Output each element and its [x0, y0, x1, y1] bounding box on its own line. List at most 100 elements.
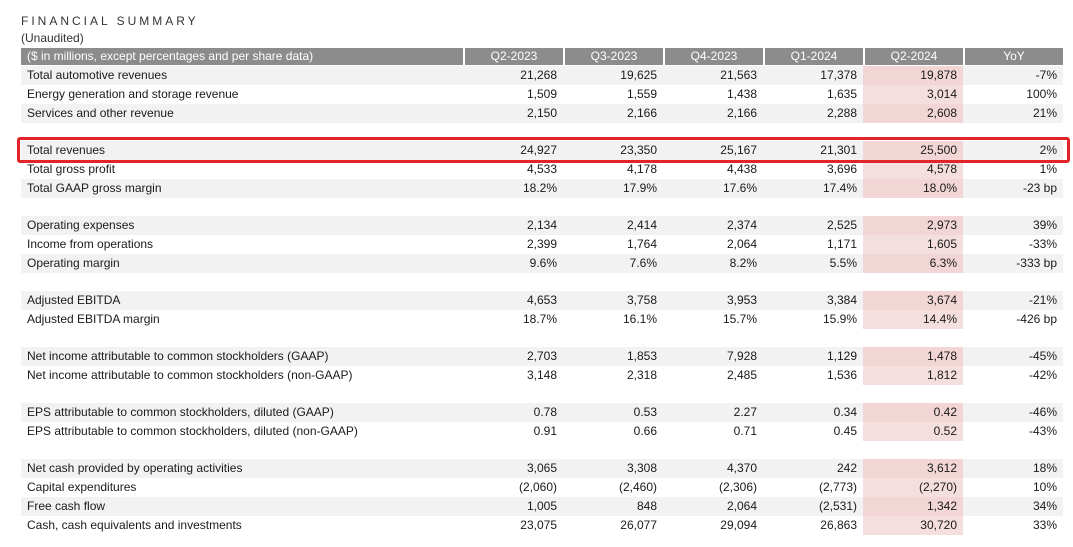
cell-q3-2023: 1,764	[626, 237, 657, 251]
table-row: Operating expenses 2,134 2,414 2,374 2,525 2,…	[21, 216, 1063, 235]
cell-q3-2023: 0.66	[633, 424, 657, 438]
table-row: Total automotive revenues 21,268 19,625 21,…	[21, 66, 1063, 85]
cell-yoy: 18%	[1032, 461, 1057, 475]
cell-q2-2024: 0.42	[863, 403, 963, 422]
cell-yoy: 21%	[1032, 106, 1057, 120]
cell-q2-2023: 1,509	[526, 87, 557, 101]
header-q2-2023: Q2-2023	[463, 48, 563, 65]
cell-yoy: 2%	[1039, 143, 1057, 157]
cell-yoy: -46%	[1028, 405, 1057, 419]
cell-yoy: -333 bp	[1016, 256, 1057, 270]
cell-q2-2023: 2,134	[526, 218, 557, 232]
cell-q2-2024: 1,605	[863, 235, 963, 254]
cell-q4-2023: 2,485	[726, 368, 757, 382]
cell-q1-2024: 0.45	[833, 424, 857, 438]
table-row: Income from operations 2,399 1,764 2,064 1,1…	[21, 235, 1063, 254]
row-label: Free cash flow	[27, 499, 106, 513]
table-header: ($ in millions, except percentages and p…	[21, 48, 1063, 65]
table-row: EPS attributable to common stockholders,…	[21, 403, 1063, 422]
cell-q4-2023: 2,166	[726, 106, 757, 120]
cell-q1-2024: 242	[836, 461, 857, 475]
cell-q2-2023: 4,533	[526, 162, 557, 176]
cell-yoy: -23 bp	[1022, 181, 1057, 195]
cell-q1-2024: 1,536	[826, 368, 857, 382]
cell-yoy: 34%	[1032, 499, 1057, 513]
cell-q4-2023: 8.2%	[729, 256, 757, 270]
cell-yoy: 33%	[1032, 518, 1057, 532]
cell-q2-2024: 1,342	[863, 497, 963, 516]
cell-q1-2024: (2,531)	[818, 499, 857, 513]
cell-q3-2023: 1,559	[626, 87, 657, 101]
cell-yoy: -33%	[1028, 237, 1057, 251]
cell-q2-2024: 6.3%	[863, 254, 963, 273]
cell-q4-2023: 4,370	[726, 461, 757, 475]
cell-q4-2023: 3,953	[726, 293, 757, 307]
cell-q1-2024: 3,384	[826, 293, 857, 307]
cell-q1-2024: 2,288	[826, 106, 857, 120]
title: FINANCIAL SUMMARY	[21, 14, 199, 28]
cell-q2-2023: (2,060)	[518, 480, 557, 494]
cell-q1-2024: 3,696	[826, 162, 857, 176]
cell-yoy: -45%	[1028, 349, 1057, 363]
cell-q3-2023: 2,166	[626, 106, 657, 120]
cell-q2-2023: 3,148	[526, 368, 557, 382]
cell-q2-2024: 1,478	[863, 347, 963, 366]
row-label: Operating expenses	[27, 218, 135, 232]
cell-yoy: 100%	[1026, 87, 1057, 101]
cell-q1-2024: 21,301	[820, 143, 857, 157]
cell-q4-2023: 7,928	[726, 349, 757, 363]
cell-q4-2023: 2,064	[726, 499, 757, 513]
table-row: Energy generation and storage revenue 1,5…	[21, 85, 1063, 104]
cell-q2-2023: 2,703	[526, 349, 557, 363]
cell-q3-2023: 3,758	[626, 293, 657, 307]
cell-q3-2023: 0.53	[633, 405, 657, 419]
cell-q3-2023: 26,077	[620, 518, 657, 532]
cell-q3-2023: 19,625	[620, 68, 657, 82]
table-row: Net cash provided by operating activitie…	[21, 459, 1063, 478]
cell-q4-2023: 2.27	[733, 405, 757, 419]
cell-q2-2023: 18.7%	[522, 312, 557, 326]
table-row: Services and other revenue 2,150 2,166 2,16…	[21, 104, 1063, 123]
cell-q2-2023: 4,653	[526, 293, 557, 307]
header-q2-2024: Q2-2024	[863, 48, 963, 65]
cell-q2-2024: (2,270)	[863, 478, 963, 497]
cell-q4-2023: 0.71	[733, 424, 757, 438]
row-label: Net income attributable to common stockh…	[27, 349, 329, 363]
cell-q1-2024: 1,129	[826, 349, 857, 363]
cell-q3-2023: (2,460)	[618, 480, 657, 494]
cell-q1-2024: 5.5%	[829, 256, 857, 270]
header-q4-2023: Q4-2023	[663, 48, 763, 65]
cell-yoy: -43%	[1028, 424, 1057, 438]
table-row: Operating margin 9.6% 7.6% 8.2% 5.5% 6.3% -333…	[21, 254, 1063, 273]
cell-q1-2024: 1,171	[826, 237, 857, 251]
cell-q3-2023: 17.9%	[622, 181, 657, 195]
cell-yoy: 10%	[1032, 480, 1057, 494]
cell-yoy: -426 bp	[1016, 312, 1057, 326]
cell-q1-2024: 15.9%	[822, 312, 857, 326]
cell-q2-2023: 2,399	[526, 237, 557, 251]
cell-q4-2023: 17.6%	[722, 181, 757, 195]
cell-yoy: 1%	[1039, 162, 1057, 176]
cell-q4-2023: 15.7%	[722, 312, 757, 326]
row-label: Total gross profit	[27, 162, 116, 176]
row-label: Adjusted EBITDA	[27, 293, 121, 307]
cell-q2-2023: 1,005	[526, 499, 557, 513]
cell-q2-2024: 2,973	[863, 216, 963, 235]
cell-q2-2023: 0.78	[533, 405, 557, 419]
cell-q1-2024: 26,863	[820, 518, 857, 532]
table-row: Adjusted EBITDA margin 18.7% 16.1% 15.7% 15.…	[21, 310, 1063, 329]
cell-q2-2023: 3,065	[526, 461, 557, 475]
cell-q2-2024: 2,608	[863, 104, 963, 123]
row-label: Capital expenditures	[27, 480, 137, 494]
row-label: Total revenues	[27, 143, 106, 157]
cell-q2-2023: 21,268	[520, 68, 557, 82]
header-label: ($ in millions, except percentages and p…	[21, 48, 463, 65]
table-row: EPS attributable to common stockholders,…	[21, 422, 1063, 441]
cell-yoy: -7%	[1035, 68, 1057, 82]
row-label: Net income attributable to common stockh…	[27, 368, 353, 382]
table-row: Total revenues 24,927 23,350 25,167 21,301 25…	[21, 141, 1063, 160]
row-label: Energy generation and storage revenue	[27, 87, 239, 101]
cell-q2-2024: 3,612	[863, 459, 963, 478]
row-label: Total GAAP gross margin	[27, 181, 162, 195]
cell-q3-2023: 16.1%	[622, 312, 657, 326]
